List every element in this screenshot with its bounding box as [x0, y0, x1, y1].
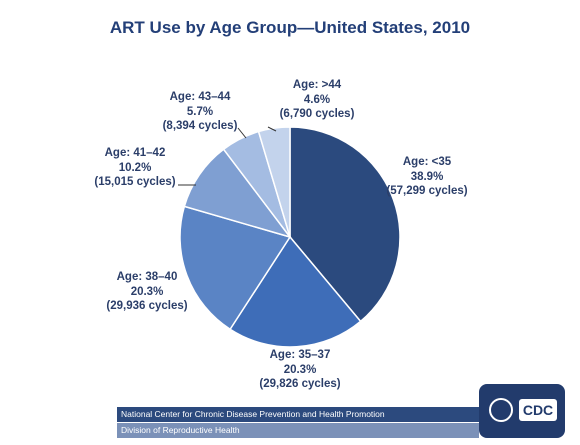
- pie-slice-under-35: [289, 126, 401, 323]
- cdc-logo: CDC: [519, 399, 557, 421]
- label-41-42-age: Age: 41–42: [104, 147, 166, 159]
- pie-slice-over-44: [257, 126, 291, 238]
- label-over-44: Age: >44 4.6% (6,790 cycles): [262, 78, 372, 122]
- chart-title: ART Use by Age Group—United States, 2010: [109, 18, 471, 37]
- label-43-44: Age: 43–44 5.7% (8,394 cycles): [145, 90, 255, 134]
- pie-slice-35-37: [229, 235, 362, 348]
- label-under-35: Age: <35 38.9% (57,299 cycles): [372, 155, 482, 199]
- label-41-42-pct: 10.2%: [118, 161, 152, 174]
- label-under-35-pct: 38.9%: [410, 170, 444, 183]
- label-43-44-age: Age: 43–44: [169, 91, 231, 103]
- cdc-logo-badge: CDC: [479, 384, 565, 438]
- label-over-44-cycles: (6,790 cycles): [279, 108, 355, 120]
- label-under-35-cycles: (57,299 cycles): [386, 185, 468, 197]
- pie-slice-41-42: [183, 148, 292, 239]
- label-over-44-age: Age: >44: [292, 79, 342, 91]
- label-43-44-pct: 5.7%: [186, 105, 214, 118]
- label-under-35-age: Age: <35: [402, 156, 452, 168]
- label-35-37-cycles: (29,826 cycles): [259, 378, 341, 390]
- label-38-40-cycles: (29,936 cycles): [106, 300, 188, 312]
- label-41-42-cycles: (15,015 cycles): [94, 176, 176, 188]
- footer-center-name: National Center for Chronic Disease Prev…: [117, 407, 479, 422]
- label-35-37-pct: 20.3%: [283, 363, 317, 376]
- label-38-40-pct: 20.3%: [130, 285, 164, 298]
- label-38-40: Age: 38–40 20.3% (29,936 cycles): [92, 270, 202, 314]
- leader-43-44: [237, 127, 247, 139]
- label-43-44-cycles: (8,394 cycles): [162, 120, 238, 132]
- label-over-44-pct: 4.6%: [303, 93, 331, 106]
- hhs-eagle-seal-icon: [489, 398, 513, 422]
- footer: National Center for Chronic Disease Prev…: [117, 407, 479, 439]
- leader-over-44: [267, 126, 277, 132]
- footer-division-name: Division of Reproductive Health: [117, 423, 479, 438]
- label-38-40-age: Age: 38–40: [116, 271, 178, 283]
- label-35-37-age: Age: 35–37: [269, 349, 331, 361]
- label-41-42: Age: 41–42 10.2% (15,015 cycles): [80, 146, 190, 190]
- pie-slice-38-40: [179, 205, 292, 331]
- label-35-37: Age: 35–37 20.3% (29,826 cycles): [245, 348, 355, 392]
